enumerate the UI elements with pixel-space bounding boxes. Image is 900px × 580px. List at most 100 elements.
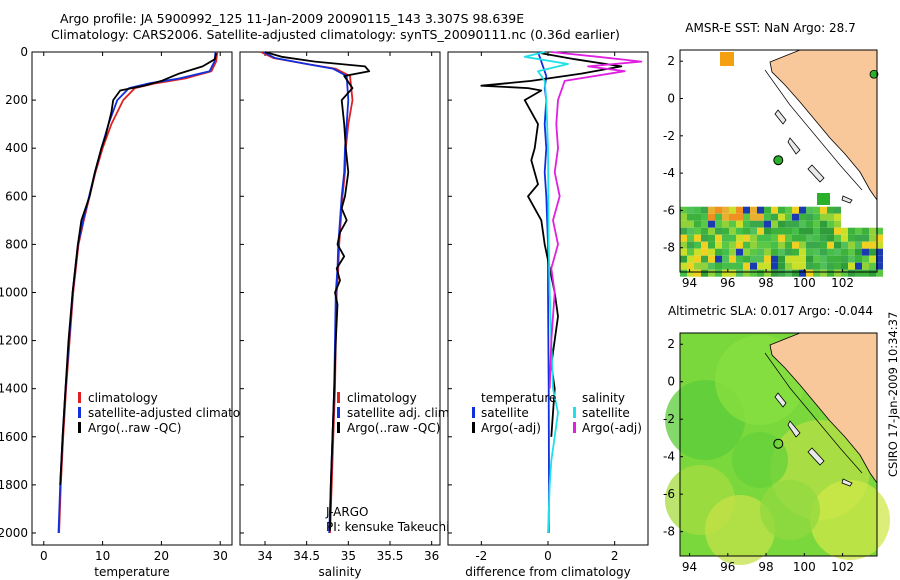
y-tick-label: 200 [5, 93, 28, 107]
sst-cell [820, 220, 827, 228]
y-tick-label: 800 [5, 237, 28, 251]
x-tick-label: 35 [341, 549, 356, 563]
sst-cell [757, 255, 764, 263]
sst-cell [743, 262, 750, 270]
sst-cell [694, 262, 701, 270]
sst-cell [778, 220, 785, 228]
sst-cell [869, 255, 876, 263]
sst-cell [750, 269, 757, 277]
sst-cell [771, 234, 778, 242]
x-tick-label: 94 [682, 276, 697, 290]
sst-cell [736, 220, 743, 228]
island [807, 164, 825, 183]
sst-cell [834, 269, 841, 277]
legend-label: climatology [88, 391, 158, 405]
sst-cell [694, 269, 701, 277]
sst-cell [750, 262, 757, 270]
map-frame [679, 49, 878, 273]
legend-swatch [573, 422, 576, 433]
sst-cell [778, 234, 785, 242]
sst-cell [701, 248, 708, 256]
sst-cell [785, 262, 792, 270]
sst-cell [694, 255, 701, 263]
sst-cell [771, 213, 778, 221]
sst-cell [750, 227, 757, 235]
sst-cell [862, 234, 869, 242]
y-tick-label: -2 [663, 412, 675, 426]
sst-cell [827, 206, 834, 214]
legend-label: Argo(-adj) [582, 421, 642, 435]
sst-cell [757, 269, 764, 277]
sst-cell [680, 220, 687, 228]
sst-cell [764, 241, 771, 249]
sst-cell [869, 262, 876, 270]
sst-cell [687, 262, 694, 270]
sst-cell [862, 227, 869, 235]
sst-cell [785, 206, 792, 214]
sst-cell [771, 269, 778, 277]
sst-cell [764, 206, 771, 214]
sst-cell [792, 220, 799, 228]
sst-cell [708, 241, 715, 249]
plot-frame [239, 51, 441, 546]
sst-cell [806, 206, 813, 214]
sst-cell [855, 255, 862, 263]
plot-frame [31, 51, 233, 546]
sst-cell [813, 269, 820, 277]
y-tick-label: 600 [5, 189, 28, 203]
float-project-label: J-ARGO [325, 505, 368, 519]
sst-cell [694, 241, 701, 249]
sst-cell [841, 269, 848, 277]
sst-cell [806, 227, 813, 235]
y-tick-label: 1800 [0, 478, 28, 492]
sst-cell [771, 206, 778, 214]
sst-cell [813, 262, 820, 270]
sst-cell [757, 241, 764, 249]
sst-cell [743, 248, 750, 256]
sst-cell [729, 241, 736, 249]
x-tick-label: 96 [720, 276, 735, 290]
island [841, 195, 853, 204]
sst-cell [792, 248, 799, 256]
sst-cell [736, 227, 743, 235]
y-tick-label: 1400 [0, 382, 28, 396]
sst-cell [687, 234, 694, 242]
sst-cell [680, 262, 687, 270]
sst-cell [813, 248, 820, 256]
sst-cell [729, 269, 736, 277]
sst-cell [799, 234, 806, 242]
sst-cell [729, 227, 736, 235]
figure-title-line2: Climatology: CARS2006. Satellite-adjuste… [51, 27, 620, 42]
sla-blob [732, 432, 788, 488]
legend-swatch [472, 407, 475, 418]
sst-cell [729, 220, 736, 228]
sst-cell [771, 220, 778, 228]
sst-cell [792, 234, 799, 242]
y-tick-label: 1000 [0, 285, 28, 299]
land-sumatra [769, 49, 878, 202]
sst-cell [862, 255, 869, 263]
sst-cell [778, 262, 785, 270]
sst-cell [820, 206, 827, 214]
sst-cell [757, 220, 764, 228]
sst-cell [820, 262, 827, 270]
sst-cell [827, 255, 834, 263]
x-tick-label: 100 [793, 276, 816, 290]
sst-cell [764, 262, 771, 270]
legend-swatch [78, 407, 81, 418]
legend-swatch [337, 407, 340, 418]
sst-cell [876, 262, 883, 270]
x-tick-label: 102 [831, 276, 854, 290]
sst-cell [743, 241, 750, 249]
sst-cell [806, 269, 813, 277]
sst-cell [778, 241, 785, 249]
series-line-temperature-argo-adj- [480, 52, 623, 437]
sst-cell [827, 220, 834, 228]
island [841, 478, 853, 487]
sst-cell [701, 227, 708, 235]
sst-cell [750, 248, 757, 256]
sst-cell [785, 241, 792, 249]
sst-cell [848, 227, 855, 235]
sst-cell [827, 262, 834, 270]
